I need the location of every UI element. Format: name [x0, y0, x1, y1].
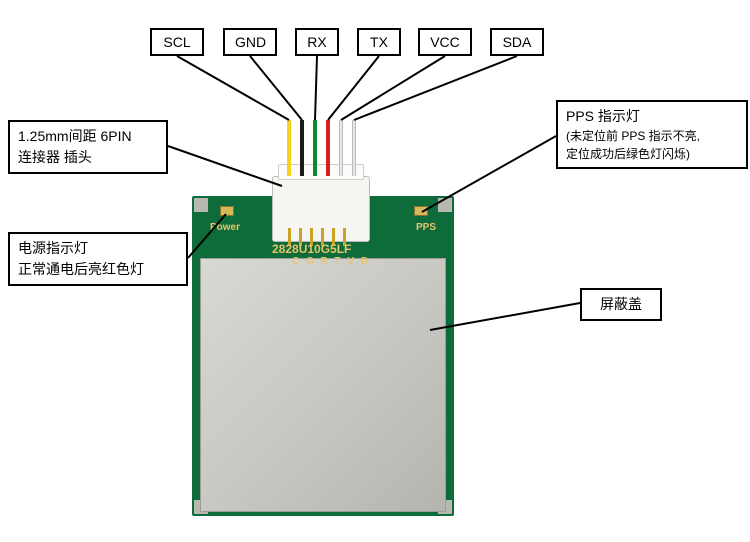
pin-label: GND	[235, 34, 266, 50]
silk-power: Power	[210, 222, 240, 233]
pin-label: TX	[370, 34, 388, 50]
callout-line: 1.25mm间距 6PIN	[18, 126, 158, 147]
callout-line: 电源指示灯	[18, 238, 178, 259]
wire-sda	[352, 120, 356, 176]
callout-connector: 1.25mm间距 6PIN 连接器 插头	[8, 120, 168, 174]
callout-line: 连接器 插头	[18, 147, 158, 168]
wire-gnd	[300, 120, 304, 176]
pin-label: SDA	[503, 34, 532, 50]
callout-pps-led: PPS 指示灯 (未定位前 PPS 指示不亮, 定位成功后绿色灯闪烁)	[556, 100, 748, 169]
pin-scl: SCL	[150, 28, 204, 56]
pin-sda: SDA	[490, 28, 544, 56]
corner-pad	[194, 198, 208, 212]
pin-rx: RX	[295, 28, 339, 56]
callout-line: 定位成功后绿色灯闪烁)	[566, 145, 738, 163]
pin-tx: TX	[357, 28, 401, 56]
callout-power-led: 电源指示灯 正常通电后亮红色灯	[8, 232, 188, 286]
callout-line: PPS 指示灯	[566, 106, 738, 127]
pin-vcc: VCC	[418, 28, 472, 56]
wire-tx	[326, 120, 330, 176]
callout-shield: 屏蔽盖	[580, 288, 662, 321]
callout-line: 屏蔽盖	[600, 296, 642, 312]
silk-pinrow: C G R T V D	[292, 256, 370, 267]
callout-line: 正常通电后亮红色灯	[18, 259, 178, 280]
silk-partno: 2828U10G5LF	[272, 242, 351, 256]
wire-rx	[313, 120, 317, 176]
callout-line: (未定位前 PPS 指示不亮,	[566, 127, 738, 145]
power-led-pad	[220, 206, 234, 216]
pin-label: SCL	[163, 34, 190, 50]
pps-led-pad	[414, 206, 428, 216]
silk-pps: PPS	[416, 222, 436, 233]
wire-vcc	[339, 120, 343, 176]
wire-scl	[287, 120, 291, 176]
corner-pad	[438, 198, 452, 212]
pin-label: RX	[307, 34, 326, 50]
shield-cover	[200, 258, 446, 512]
pin-gnd: GND	[223, 28, 277, 56]
pin-label: VCC	[430, 34, 460, 50]
